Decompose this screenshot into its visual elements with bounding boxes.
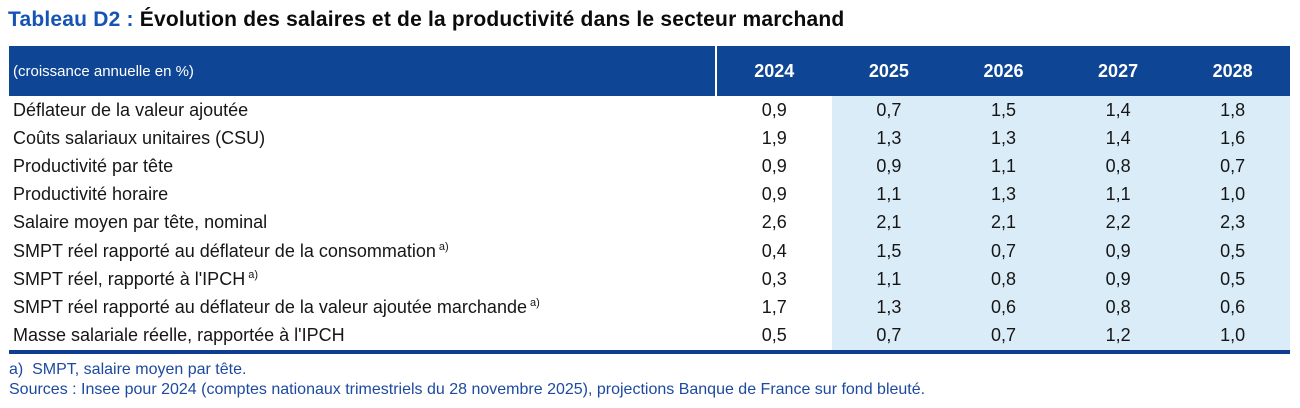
cell-value: 1,5 xyxy=(831,236,947,266)
cell-value: 1,7 xyxy=(761,296,787,317)
cell-value: 0,9 xyxy=(1060,265,1176,294)
cell-value: 1,1 xyxy=(831,265,947,294)
row-label: SMPT réel rapporté au déflateur de la va… xyxy=(13,296,540,317)
salary-productivity-table: (croissance annuelle en %) 2024 2025 202… xyxy=(9,46,1290,354)
cell-value: 0,5 xyxy=(761,325,787,346)
table-header-row: (croissance annuelle en %) 2024 2025 202… xyxy=(9,46,1290,96)
row-label: SMPT réel rapporté au déflateur de la co… xyxy=(13,240,449,261)
footnote-smpt: a) SMPT, salaire moyen par tête. xyxy=(9,360,247,378)
footnotes: a) SMPT, salaire moyen par tête. Sources… xyxy=(9,360,1300,400)
cell-value: 0,9 xyxy=(761,99,787,120)
cell-value: 1,4 xyxy=(1060,96,1176,125)
cell-value: 1,5 xyxy=(946,96,1061,125)
row-label: Productivité horaire xyxy=(13,184,169,205)
cell-value: 2,1 xyxy=(946,208,1061,237)
cell-value: 1,6 xyxy=(1175,124,1290,153)
cell-value: 0,9 xyxy=(761,184,787,205)
cell-value: 0,7 xyxy=(946,236,1061,266)
cell-value: 1,1 xyxy=(946,152,1061,181)
year-header-2024: 2024 xyxy=(754,60,795,81)
year-header-2025: 2025 xyxy=(868,60,909,81)
title-text: Évolution des salaires et de la producti… xyxy=(139,8,845,31)
cell-value: 1,3 xyxy=(946,180,1061,209)
row-label: Salaire moyen par tête, nominal xyxy=(13,212,268,233)
cell-value: 0,4 xyxy=(761,240,787,261)
cell-value: 0,9 xyxy=(761,155,787,176)
table-row: SMPT réel rapporté au déflateur de la co… xyxy=(9,236,1290,266)
cell-value: 1,0 xyxy=(1175,180,1290,209)
cell-value: 0,5 xyxy=(1175,265,1290,294)
year-header-2026: 2026 xyxy=(983,60,1024,81)
header-unit-label: (croissance annuelle en %) xyxy=(13,62,194,80)
cell-value: 0,9 xyxy=(831,152,947,181)
cell-value: 2,1 xyxy=(831,208,947,237)
table-row: SMPT réel, rapporté à l'IPCH a) 0,3 1,1 0… xyxy=(9,265,1290,294)
cell-value: 0,8 xyxy=(1060,293,1176,322)
cell-value: 0,7 xyxy=(1175,152,1290,181)
cell-value: 0,6 xyxy=(1175,293,1290,322)
cell-value: 2,2 xyxy=(1060,208,1176,237)
cell-value: 1,2 xyxy=(1060,321,1176,350)
cell-value: 2,3 xyxy=(1175,208,1290,237)
cell-value: 1,0 xyxy=(1175,321,1290,350)
row-label: Productivité par tête xyxy=(13,155,174,176)
table-row: Productivité par tête 0,9 0,9 1,1 0,8 0,… xyxy=(9,152,1290,181)
cell-value: 0,5 xyxy=(1175,236,1290,266)
cell-value: 0,7 xyxy=(831,96,947,125)
cell-value: 2,6 xyxy=(761,212,787,233)
year-header-2028: 2028 xyxy=(1212,60,1253,81)
cell-value: 0,7 xyxy=(831,321,947,350)
table-row: Déflateur de la valeur ajoutée 0,9 0,7 1… xyxy=(9,96,1290,125)
row-label: Déflateur de la valeur ajoutée xyxy=(13,99,249,120)
cell-value: 0,8 xyxy=(1060,152,1176,181)
header-column-separator xyxy=(715,46,717,96)
table-row: Productivité horaire 0,9 1,1 1,3 1,1 1,0 xyxy=(9,180,1290,209)
table-row: Coûts salariaux unitaires (CSU) 1,9 1,3 … xyxy=(9,124,1290,153)
cell-value: 0,8 xyxy=(946,265,1061,294)
table-body: Déflateur de la valeur ajoutée 0,9 0,7 1… xyxy=(9,96,1290,350)
row-label: SMPT réel, rapporté à l'IPCH a) xyxy=(13,268,258,289)
footnote-sources: Sources : Insee pour 2024 (comptes natio… xyxy=(9,380,926,398)
cell-value: 1,1 xyxy=(831,180,947,209)
page-title: Tableau D2 : Évolution des salaires et d… xyxy=(0,0,1300,34)
table-row: SMPT réel rapporté au déflateur de la va… xyxy=(9,293,1290,322)
cell-value: 1,8 xyxy=(1175,96,1290,125)
cell-value: 1,1 xyxy=(1060,180,1176,209)
table-row: Salaire moyen par tête, nominal 2,6 2,1 … xyxy=(9,208,1290,237)
cell-value: 1,3 xyxy=(831,293,947,322)
cell-value: 1,3 xyxy=(831,124,947,153)
cell-value: 1,9 xyxy=(761,127,787,148)
cell-value: 1,3 xyxy=(946,124,1061,153)
row-label: Masse salariale réelle, rapportée à l'IP… xyxy=(13,325,345,346)
table-row: Masse salariale réelle, rapportée à l'IP… xyxy=(9,321,1290,350)
cell-value: 0,3 xyxy=(761,268,787,289)
cell-value: 1,4 xyxy=(1060,124,1176,153)
cell-value: 0,6 xyxy=(946,293,1061,322)
cell-value: 0,7 xyxy=(946,321,1061,350)
table-number-label: Tableau D2 : xyxy=(8,8,140,31)
year-header-2027: 2027 xyxy=(1098,60,1139,81)
cell-value: 0,9 xyxy=(1060,236,1176,266)
row-label: Coûts salariaux unitaires (CSU) xyxy=(13,127,266,148)
